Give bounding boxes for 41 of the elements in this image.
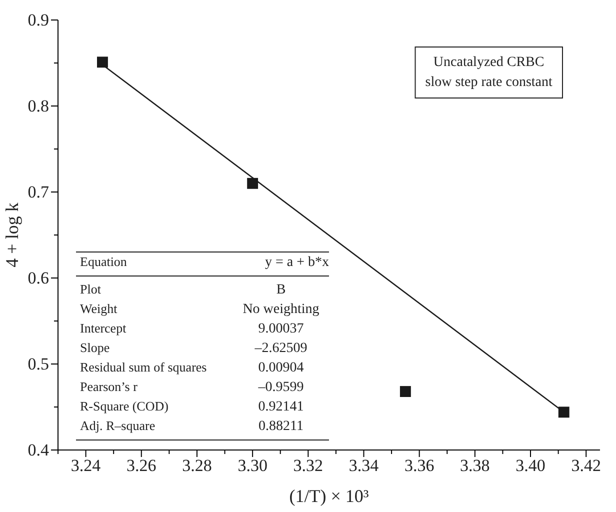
x-tick-label: 3.42 [571,456,601,476]
point [558,406,570,418]
point [247,178,258,189]
annotation: Pearson’s r [80,378,138,394]
annotation: 9.00037 [258,321,304,336]
y-axis-title: 4 + log k [2,202,22,268]
x-tick-label: 3.24 [70,456,102,476]
annotation: 0.00904 [258,360,304,376]
x-tick-label: 3.32 [293,456,324,476]
y-tick-label: 0.6 [28,268,49,288]
annotation: Intercept [80,320,127,336]
text: 3.30 [238,456,268,476]
annotation: Plot [80,281,102,296]
annotation: Equation [80,254,128,269]
annotation: y = a + b*x [264,254,329,270]
annotation: Uncatalyzed CRBC slow step rate constant [425,55,552,90]
x-tick-label: 3.26 [126,456,156,476]
y-tick-label: 0.7 [28,182,50,202]
y-tick-label: 0.4 [28,440,50,460]
annotation: R-Square (COD) [80,398,168,414]
annotation: No weighting [242,302,320,317]
x-tick-label: 3.38 [460,456,490,476]
annotation: –2.62509 [254,340,308,356]
x-tick-label: 3.28 [182,456,212,476]
text: 3.40 [516,456,546,476]
annotation: 0.88211 [258,418,304,434]
annotation: Weight [80,300,118,316]
annotation: Residual sum of squares [80,359,207,374]
x-axis-title: (1/T) × 10³ [289,486,370,506]
y-tick-label: 0.5 [28,354,49,374]
point [96,56,108,68]
y-tick-label: 0.8 [28,96,49,116]
x-tick-label: 3.34 [348,456,380,476]
annotation: Adj. R–square [80,418,156,433]
x-tick-label: 3.36 [404,456,434,476]
y-tick-label: 0.9 [28,10,49,30]
annotation: Slope [80,340,110,355]
annotation: B [276,282,286,298]
point [400,386,411,397]
annotation: –0.9599 [257,380,304,395]
annotation: 0.92141 [258,399,304,414]
